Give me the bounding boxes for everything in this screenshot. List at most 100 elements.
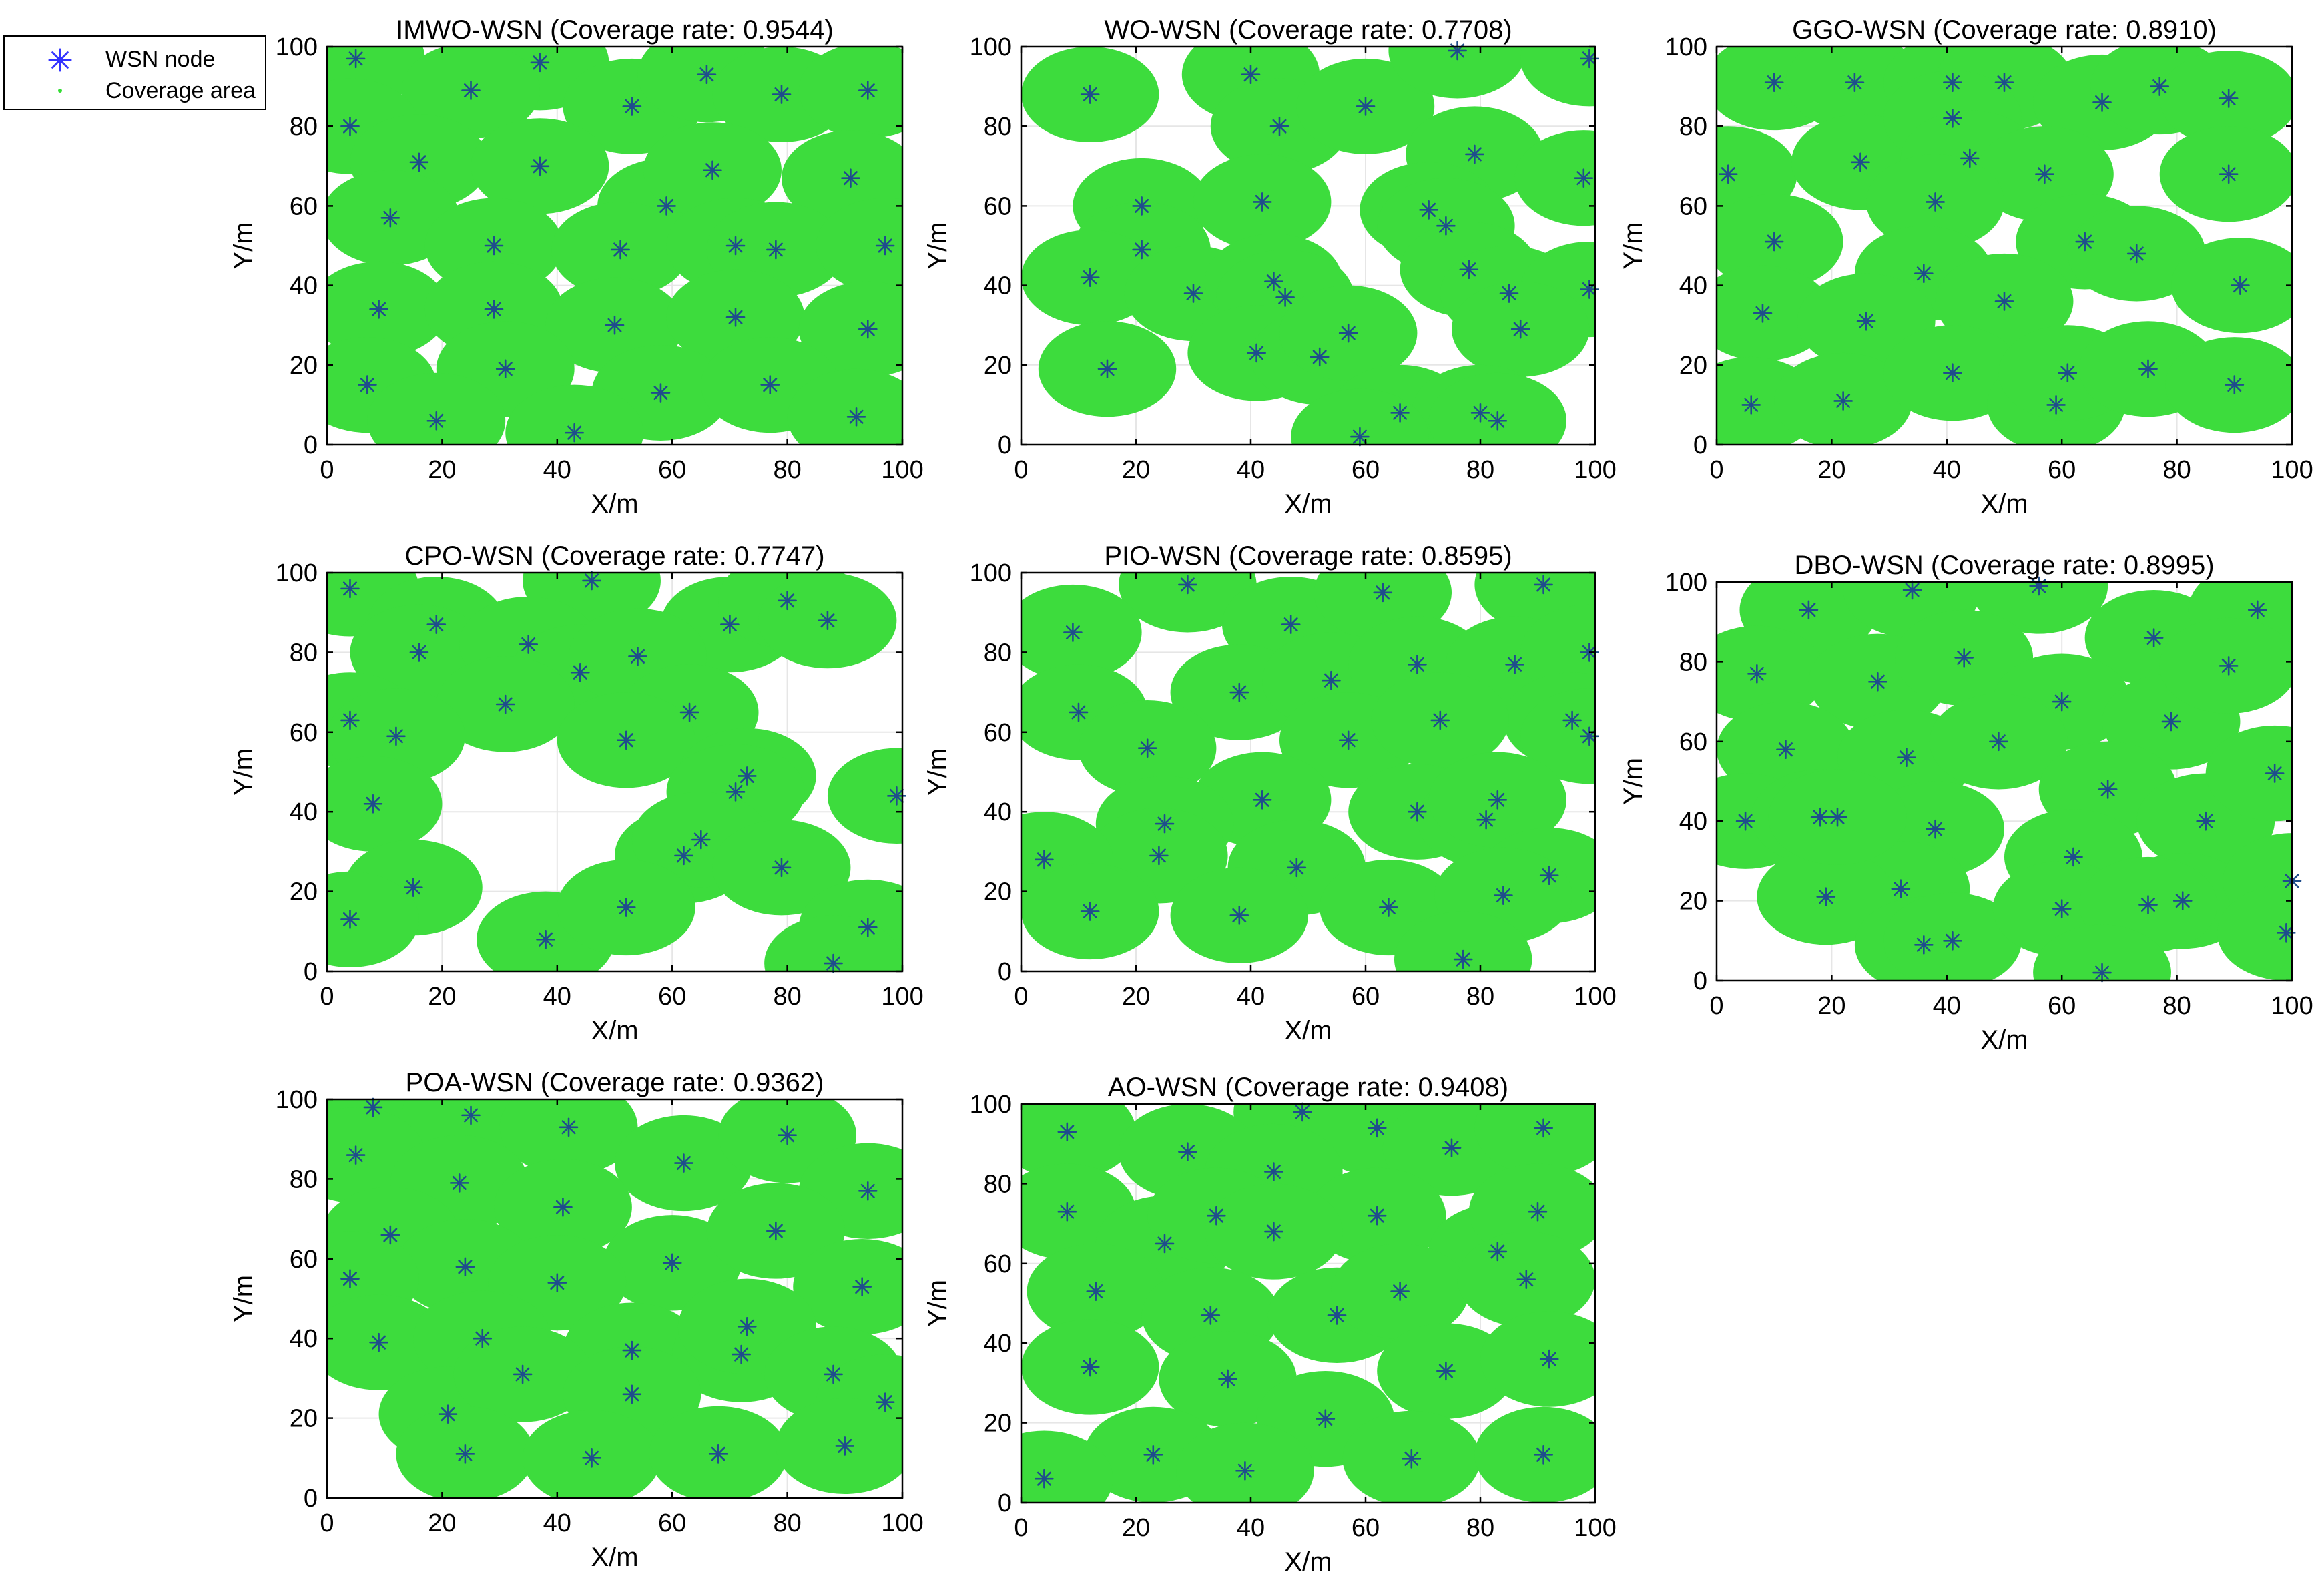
wsn-node	[340, 1269, 360, 1288]
y-tick-label: 80	[290, 1165, 318, 1193]
wsn-node	[1080, 268, 1100, 287]
wsn-node	[346, 1145, 366, 1165]
y-axis-label: Y/m	[229, 1275, 258, 1322]
y-tick-label: 60	[1679, 192, 1707, 220]
chart-panel: 0 20 40 60 80 100 0 20 40 60 80 100 X/m Y/m DBO-WSN (C…	[1619, 551, 2313, 1055]
x-tick-label: 20	[428, 456, 456, 484]
wsn-node	[346, 49, 366, 69]
wsn-node	[1505, 655, 1524, 674]
y-tick-label: 20	[984, 1410, 1012, 1438]
wsn-node	[841, 168, 860, 188]
wsn-node	[835, 1436, 855, 1456]
wsn-node	[2144, 628, 2164, 647]
x-tick-label: 0	[1709, 456, 1723, 484]
y-tick-label: 40	[984, 798, 1012, 826]
wsn-node	[1845, 73, 1865, 92]
wsn-node	[1989, 732, 2008, 752]
wsn-node	[1338, 730, 1358, 750]
x-tick-label: 80	[773, 1509, 801, 1537]
wsn-node	[1442, 1138, 1462, 1157]
legend-label-coverage: Coverage area	[105, 78, 256, 103]
wsn-node	[363, 794, 383, 814]
ticks	[1715, 581, 2293, 982]
y-tick-label: 80	[984, 1170, 1012, 1198]
y-tick-label: 60	[290, 1246, 318, 1274]
y-axis-label: Y/m	[1619, 758, 1648, 805]
wsn-node	[1902, 580, 1922, 600]
x-tick-label: 40	[1237, 1514, 1265, 1542]
wsn-node	[1488, 411, 1508, 431]
wsn-node	[2064, 847, 2083, 867]
wsn-nodes	[1035, 575, 1599, 969]
wsn-node	[2046, 395, 2066, 415]
x-tick-label: 40	[543, 456, 571, 484]
wsn-nodes	[340, 49, 895, 443]
wsn-node	[708, 1444, 728, 1464]
wsn-node	[858, 918, 878, 937]
wsn-node	[1534, 575, 1553, 595]
wsn-node	[622, 97, 642, 116]
x-tick-label: 100	[2271, 992, 2313, 1020]
wsn-node	[1063, 623, 1083, 642]
ticks	[1020, 571, 1596, 973]
y-tick-label: 80	[290, 113, 318, 141]
wsn-node	[1183, 284, 1203, 303]
wsn-node	[1741, 395, 1761, 415]
wsn-node	[449, 1173, 469, 1193]
wsn-node	[1316, 1409, 1336, 1428]
coverage-disk	[816, 198, 902, 294]
wsn-node	[1338, 323, 1358, 343]
wsn-node	[691, 830, 711, 850]
wsn-node	[2219, 164, 2239, 184]
wsn-node	[628, 647, 647, 666]
coverage-disk	[2217, 884, 2292, 981]
ticks	[326, 45, 904, 446]
axes-box	[326, 571, 904, 973]
wsn-node	[455, 1257, 475, 1277]
y-tick-label: 80	[1679, 648, 1707, 676]
wsn-node	[1753, 304, 1773, 323]
wsn-nodes	[1718, 73, 2250, 415]
x-tick-label: 0	[320, 1509, 334, 1537]
wsn-node	[846, 407, 866, 427]
x-tick-label: 60	[1352, 456, 1380, 484]
x-axis-label: X/m	[1284, 489, 1332, 519]
x-axis-label: X/m	[591, 489, 638, 519]
wsn-node	[1914, 264, 1934, 284]
wsn-node	[1069, 702, 1089, 722]
coverage-disk	[793, 1238, 902, 1335]
wsn-node	[1155, 814, 1175, 834]
x-axis-label: X/m	[1284, 1547, 1332, 1577]
chart-title: PIO-WSN (Coverage rate: 0.8595)	[1104, 541, 1512, 571]
wsn-node	[1534, 1445, 1553, 1465]
wsn-node	[1516, 1270, 1536, 1289]
y-tick-label: 100	[970, 1091, 1012, 1119]
x-tick-label: 0	[320, 456, 334, 484]
wsn-node	[2138, 359, 2158, 379]
wsn-node	[725, 307, 746, 327]
coverage-disk	[1119, 573, 1257, 633]
wsn-nodes	[340, 1097, 895, 1468]
wsn-node	[340, 579, 360, 599]
wsn-node	[1035, 1469, 1054, 1489]
wsn-node	[1488, 1242, 1508, 1262]
x-axis-label: X/m	[1980, 489, 2028, 519]
x-tick-label: 0	[1709, 992, 1723, 1020]
axes-box	[1020, 1103, 1596, 1504]
ticks	[1715, 45, 2293, 446]
wsn-node	[1080, 902, 1100, 921]
wsn-node	[1499, 284, 1519, 303]
y-tick-label: 60	[984, 1250, 1012, 1278]
y-tick-label: 40	[984, 1330, 1012, 1358]
x-tick-label: 80	[1466, 456, 1494, 484]
wsn-node	[1833, 391, 1853, 411]
wsn-node	[1178, 1142, 1197, 1161]
wsn-node	[1149, 846, 1169, 866]
y-tick-label: 40	[1679, 272, 1707, 300]
wsn-node	[570, 662, 590, 682]
wsn-node	[1281, 615, 1301, 634]
chart-panel: 0 20 40 60 80 100 0 20 40 60 80 100 X/m Y/m IMWO-WSN (…	[229, 15, 924, 519]
wsn-node	[409, 152, 429, 172]
wsn-node	[737, 766, 757, 786]
